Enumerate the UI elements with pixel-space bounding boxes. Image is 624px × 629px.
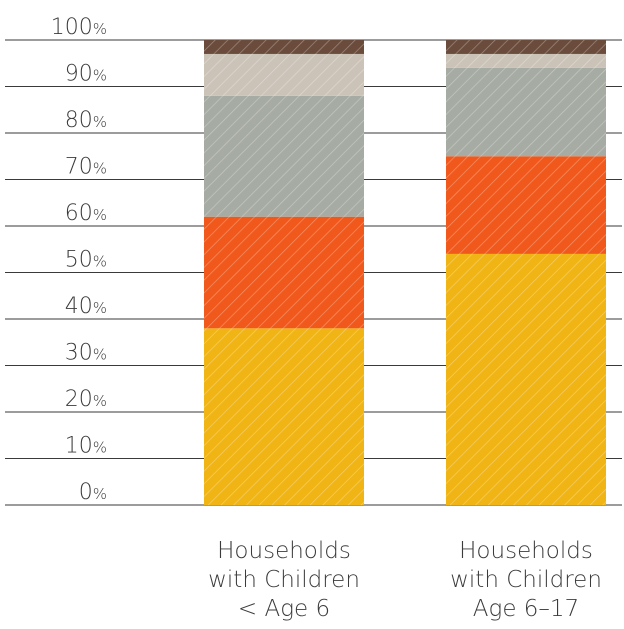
y-tick-label-70: 70% [65, 155, 107, 180]
x-axis-categories: Households with Children < Age 6 Households… [208, 538, 602, 622]
y-tick-label-30: 30% [65, 341, 107, 366]
y-tick-label-10: 10% [65, 434, 107, 459]
y-axis-ticks: 0% 10% 20% 30% 40% 50% 60% 70% 80% 90% 100% [51, 15, 107, 505]
category-label-1: Households with Children Age 6–17 [450, 538, 602, 622]
bars [204, 40, 606, 505]
y-tick-label-60: 60% [65, 201, 107, 226]
y-tick-label-0: 0% [79, 480, 107, 505]
bar-segment-1-0 [446, 253, 606, 505]
y-tick-label-20: 20% [65, 387, 107, 412]
y-tick-label-40: 40% [65, 294, 107, 319]
y-tick-label-80: 80% [65, 108, 107, 133]
y-tick-label-100: 100% [51, 15, 107, 40]
bar-segment-1-4 [446, 40, 606, 54]
bar-segment-0-3 [204, 53, 364, 96]
bar-segment-1-1 [446, 156, 606, 254]
y-tick-label-50: 50% [65, 248, 107, 273]
bar-segment-1-3 [446, 53, 606, 68]
category-label-0: Households with Children < Age 6 [208, 538, 360, 622]
bar-segment-0-4 [204, 40, 364, 54]
bar-segment-0-0 [204, 328, 364, 505]
bar-segment-0-1 [204, 216, 364, 329]
bar-segment-0-2 [204, 95, 364, 217]
y-tick-label-90: 90% [65, 62, 107, 87]
bar-segment-1-2 [446, 67, 606, 157]
